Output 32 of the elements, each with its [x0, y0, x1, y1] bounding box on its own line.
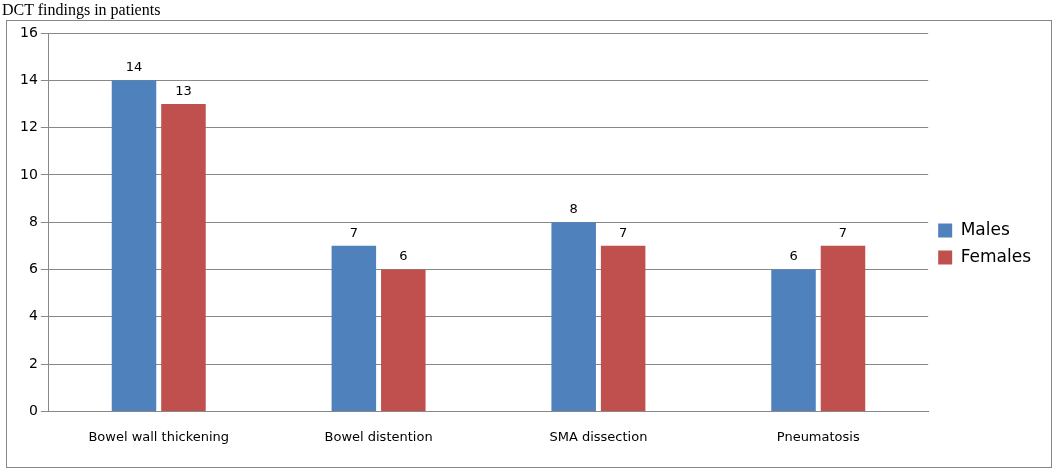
- data-label: 14: [125, 59, 143, 75]
- bar: [600, 245, 646, 411]
- data-label: 7: [838, 224, 848, 240]
- x-tick-label: Bowel wall thickening: [88, 428, 230, 444]
- x-tick-label: Bowel distention: [324, 428, 433, 444]
- y-tick-label: 10: [19, 165, 38, 182]
- y-tick-label: 4: [28, 307, 38, 324]
- bar: [551, 222, 596, 411]
- data-label: 7: [619, 224, 628, 240]
- y-tick-label: 8: [28, 212, 38, 229]
- bar: [111, 80, 157, 411]
- bar: [161, 103, 206, 411]
- y-tick-label: 14: [19, 70, 38, 87]
- data-label: 6: [789, 248, 798, 264]
- y-tick-label: 12: [19, 118, 38, 135]
- legend-label: Males: [960, 218, 1010, 239]
- legend-label: Females: [960, 245, 1032, 266]
- bar: [381, 269, 426, 411]
- bar: [771, 269, 816, 411]
- data-label: 8: [569, 201, 578, 217]
- data-label: 7: [349, 224, 358, 240]
- data-label: 6: [399, 248, 408, 264]
- x-tick-label: Pneumatosis: [776, 428, 860, 444]
- y-tick-label: 2: [28, 354, 38, 371]
- bar: [820, 245, 866, 411]
- chart-title: DCT findings in patients: [1, 0, 162, 20]
- x-tick-label: SMA dissection: [549, 428, 648, 444]
- y-tick-label: 16: [19, 23, 38, 40]
- y-tick-label: 6: [28, 260, 38, 277]
- y-tick-label: 0: [28, 402, 38, 419]
- bar: [331, 245, 377, 411]
- data-label: 13: [175, 82, 192, 98]
